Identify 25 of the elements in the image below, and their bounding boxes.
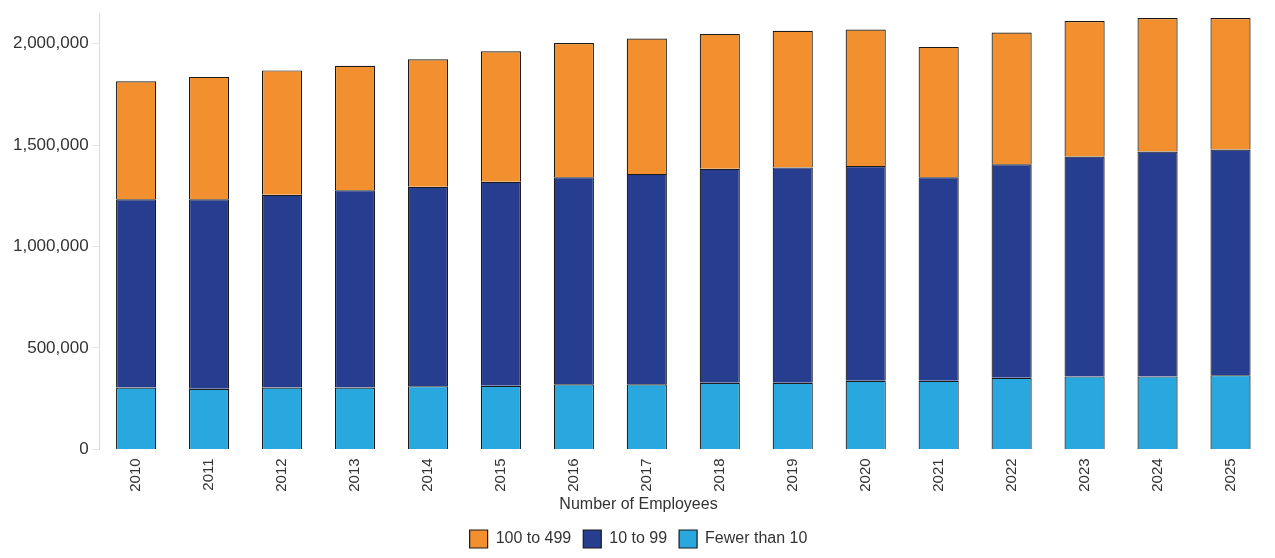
x-tick-label: 2012 <box>272 458 290 492</box>
y-tick-label: 2,000,000 <box>12 33 89 53</box>
x-tick-label: 2015 <box>491 458 509 492</box>
x-tick-label: 2025 <box>1220 458 1238 492</box>
x-tick-label: 2018 <box>709 458 727 492</box>
x-tick-label: 2024 <box>1147 458 1165 492</box>
x-tick-label: 2013 <box>345 458 363 492</box>
y-tick-label: 0 <box>79 439 89 459</box>
x-tick-label: 2023 <box>1074 458 1092 492</box>
x-tick-label: 2016 <box>564 458 582 492</box>
x-tick-label: 2019 <box>782 458 800 492</box>
legend-label: 10 to 99 <box>609 529 668 547</box>
legend-label: 100 to 499 <box>495 529 572 547</box>
x-tick-label: 2014 <box>418 458 436 492</box>
y-tick-label: 1,000,000 <box>12 236 89 256</box>
x-tick-label: 2011 <box>199 458 217 491</box>
y-tick-label: 1,500,000 <box>12 134 89 154</box>
x-tick-label: 2010 <box>126 458 144 492</box>
x-tick-label: 2017 <box>636 458 654 492</box>
x-tick-label: 2022 <box>1001 458 1019 492</box>
legend-label: Fewer than 10 <box>705 529 808 547</box>
legend-title: Number of Employees <box>559 495 718 513</box>
x-tick-label: 2020 <box>855 458 873 492</box>
x-tick-label: 2021 <box>928 458 946 492</box>
y-tick-label: 500,000 <box>27 337 89 357</box>
